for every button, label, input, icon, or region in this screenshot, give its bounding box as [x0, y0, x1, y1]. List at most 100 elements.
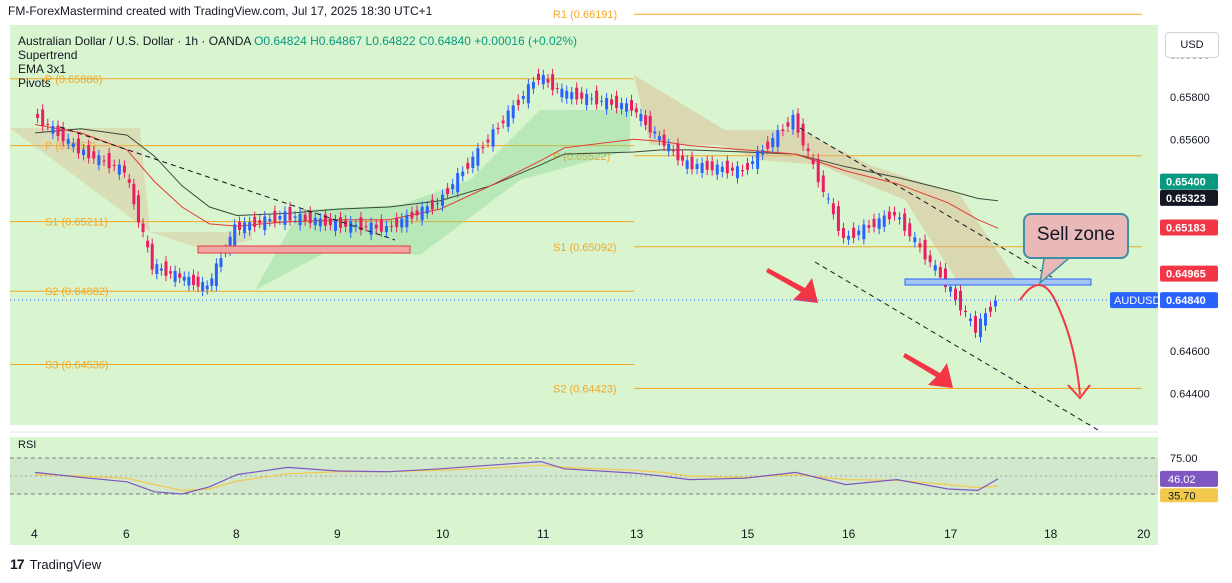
candle-body [681, 155, 685, 161]
candle-body [994, 300, 997, 307]
price-badge [1160, 265, 1218, 282]
candle-body [610, 99, 614, 105]
candle-body [735, 166, 739, 179]
candle-body [989, 306, 992, 312]
candle-body [700, 162, 704, 173]
x-tick-label: 8 [233, 527, 240, 541]
candle-body [117, 164, 121, 175]
candle-body [146, 240, 150, 248]
symbol-title[interactable]: Australian Dollar / U.S. Dollar · 1h · O… [18, 34, 251, 48]
candle-body [481, 146, 485, 149]
candle-body [761, 150, 765, 155]
pivot-label: S1 (0.65092) [553, 242, 617, 254]
candle-body [625, 103, 629, 112]
x-tick-label: 4 [31, 527, 38, 541]
currency-button[interactable]: USD [1165, 32, 1219, 58]
pivot-label: S1 (0.65211) [45, 217, 108, 229]
candle-body [446, 188, 450, 195]
candle-body [323, 214, 327, 226]
candle-body [112, 164, 116, 166]
indicator-ema[interactable]: EMA 3x1 [18, 62, 67, 76]
candle-body [379, 219, 383, 232]
rsi-value-badge [1160, 470, 1218, 487]
footer-brand[interactable]: TradingView [29, 556, 102, 572]
candle-body [570, 92, 574, 100]
candle-body [531, 82, 535, 89]
candle-body [283, 211, 287, 225]
candle-body [369, 222, 373, 235]
candle-body [933, 265, 937, 271]
x-tick-label: 18 [1044, 527, 1058, 541]
candle-body [293, 216, 297, 218]
x-tick-label: 17 [944, 527, 958, 541]
candle-body [51, 125, 55, 134]
candle-body [359, 217, 363, 231]
candle-body [288, 207, 292, 221]
price-badge-label: 0.64840 [1166, 295, 1206, 307]
candle-body [984, 313, 987, 326]
candle-body [238, 221, 242, 231]
candle-body [730, 167, 734, 171]
symbol-tag-label: AUDUSD [1114, 295, 1161, 307]
x-tick-label: 6 [123, 527, 130, 541]
projection-arrowhead [1067, 384, 1091, 400]
candle-body [756, 150, 760, 169]
candle-body [263, 216, 267, 231]
candle-body [771, 137, 775, 148]
candle-body [908, 223, 912, 237]
candle-body [685, 160, 689, 169]
indicator-supertrend[interactable]: Supertrend [18, 48, 78, 62]
candle-body [806, 148, 810, 152]
candle-body [541, 74, 545, 85]
candle-body [551, 74, 555, 91]
candle-body [928, 255, 932, 263]
candle-body [66, 138, 70, 144]
candle-body [918, 243, 922, 248]
price-badge-label: 0.65400 [1166, 177, 1206, 189]
price-badge [1160, 292, 1218, 309]
candle-body [328, 218, 332, 226]
indicator-pivots[interactable]: Pivots [18, 76, 51, 90]
candle-body [867, 225, 871, 228]
pivot-label: P (0.65886) [45, 74, 102, 86]
candle-body [173, 270, 177, 282]
candle-body [308, 211, 312, 224]
candle-body [122, 165, 126, 173]
candle-body [466, 162, 470, 169]
candle-body [974, 315, 977, 333]
candle-body [938, 266, 942, 278]
rsi-upper-label: 75.00 [1170, 453, 1198, 465]
candle-body [546, 79, 550, 83]
candle-body [253, 216, 257, 227]
candle-body [565, 90, 569, 99]
candle-body [169, 271, 173, 274]
candle-body [278, 216, 282, 220]
supertrend-bear-zone [634, 75, 1020, 285]
y-tick-label: 0.64400 [1170, 388, 1210, 400]
candle-body [630, 100, 634, 111]
candle-body [949, 286, 952, 292]
candle-body [97, 155, 101, 166]
candle-body [496, 127, 500, 130]
candle-body [776, 130, 780, 147]
price-badge [1160, 219, 1218, 236]
candle-body [516, 99, 520, 106]
candle-body [136, 195, 140, 223]
rsi-line [34, 460, 999, 495]
candle-body [555, 88, 559, 90]
candle-body [657, 136, 661, 141]
sell-zone-callout: Sell zone [1023, 213, 1129, 259]
candle-body [943, 268, 947, 288]
candle-body [92, 151, 96, 159]
candle-body [150, 243, 154, 270]
candle-body [36, 113, 40, 118]
candle-body [415, 210, 419, 216]
candle-body [600, 100, 604, 102]
candle-body [486, 139, 490, 143]
candle-body [132, 183, 136, 205]
candle-body [441, 194, 445, 206]
candle-body [354, 224, 358, 228]
down-arrow-icon [903, 353, 953, 388]
candle-body [852, 227, 856, 238]
